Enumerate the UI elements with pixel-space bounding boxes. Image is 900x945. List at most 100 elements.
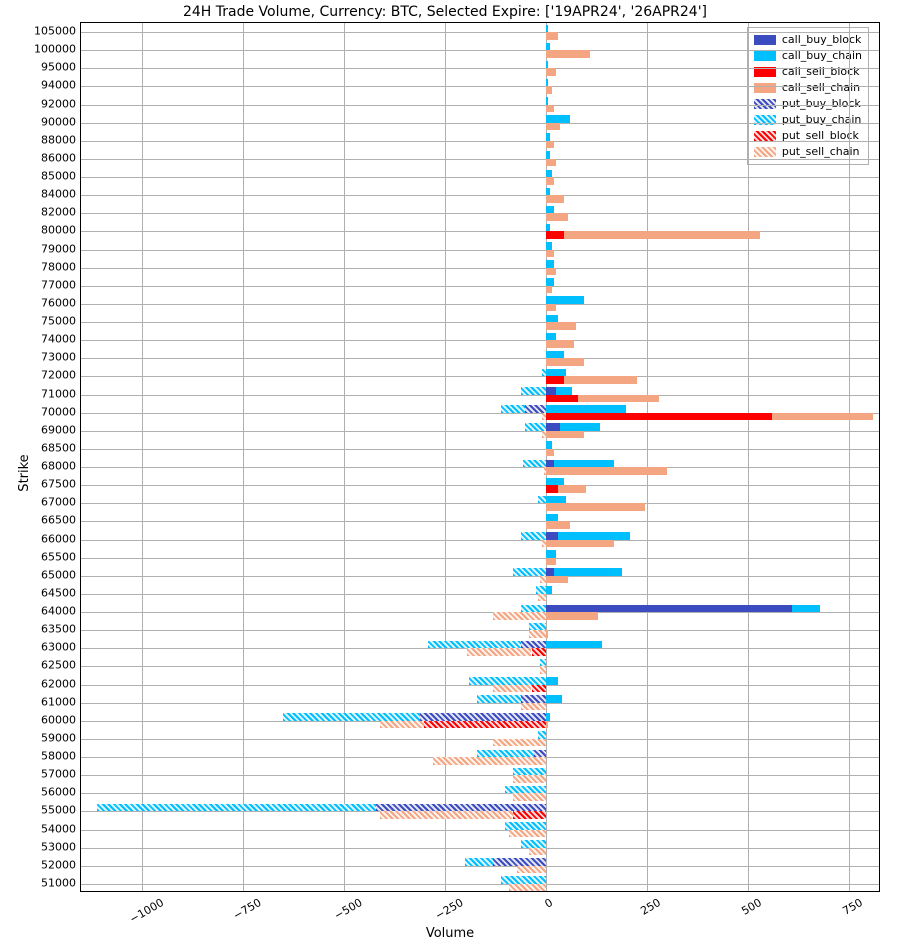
gridline-horizontal: [81, 213, 879, 214]
y-tick-label: 67000: [41, 496, 76, 509]
y-tick-label: 100000: [34, 43, 76, 56]
bar-call_sell_chain: [546, 250, 554, 258]
bar-put_sell_block: [513, 811, 545, 819]
y-tick-label: 72000: [41, 369, 76, 382]
bar-call_buy_chain: [556, 387, 572, 395]
gridline-horizontal: [81, 141, 879, 142]
y-tick-label: 59000: [41, 731, 76, 744]
bar-call_sell_chain: [564, 231, 760, 239]
bar-call_buy_block: [546, 423, 560, 431]
y-tick-label: 67500: [41, 478, 76, 491]
bar-call_buy_chain: [546, 478, 564, 486]
gridline-horizontal: [81, 703, 879, 704]
gridline-vertical: [647, 23, 648, 891]
bar-call_buy_chain: [546, 441, 552, 449]
x-tick-label: 250: [638, 896, 663, 918]
legend-swatch: [754, 131, 776, 141]
bar-call_sell_chain: [546, 449, 554, 457]
bar-call_sell_chain: [546, 50, 590, 58]
bar-put_buy_chain: [521, 387, 545, 395]
gridline-horizontal: [81, 86, 879, 87]
gridline-horizontal: [81, 68, 879, 69]
bar-put_sell_chain: [540, 666, 546, 674]
gridline-horizontal: [81, 322, 879, 323]
gridline-horizontal: [81, 630, 879, 631]
gridline-horizontal: [81, 467, 879, 468]
y-tick-label: 65000: [41, 568, 76, 581]
bar-put_sell_chain: [529, 630, 545, 638]
bar-call_sell_chain: [546, 123, 560, 131]
bar-put_sell_chain: [538, 594, 546, 602]
bar-call_buy_chain: [546, 133, 550, 141]
bar-call_buy_chain: [546, 550, 556, 558]
y-tick-label: 61000: [41, 695, 76, 708]
bar-put_buy_chain: [477, 750, 534, 758]
y-tick-label: 63500: [41, 623, 76, 636]
bar-call_sell_chain: [546, 540, 615, 548]
bar-put_sell_chain: [540, 576, 546, 584]
y-tick-label: 64500: [41, 586, 76, 599]
y-tick-label: 60000: [41, 713, 76, 726]
y-tick-label: 73000: [41, 351, 76, 364]
bar-put_sell_chain: [493, 739, 546, 747]
bar-call_buy_block: [546, 460, 554, 468]
y-tick-label: 68500: [41, 441, 76, 454]
y-tick-label: 51000: [41, 876, 76, 889]
bar-put_buy_block: [521, 695, 545, 703]
y-axis-label: Strike: [17, 454, 32, 491]
bar-call_buy_chain: [546, 641, 603, 649]
bar-call_buy_chain: [546, 61, 548, 69]
bar-put_sell_chain: [493, 685, 531, 693]
bar-call_buy_chain: [546, 315, 558, 323]
gridline-horizontal: [81, 268, 879, 269]
y-tick-label: 78000: [41, 260, 76, 273]
y-tick-label: 55000: [41, 804, 76, 817]
bar-call_sell_chain: [546, 32, 558, 40]
bar-put_buy_chain: [283, 713, 420, 721]
bar-put_buy_block: [493, 858, 546, 866]
legend-item: call_sell_chain: [754, 80, 862, 96]
bar-put_buy_chain: [477, 695, 521, 703]
bar-call_buy_chain: [546, 695, 562, 703]
bar-put_buy_chain: [538, 496, 546, 504]
gridline-horizontal: [81, 286, 879, 287]
bar-call_buy_block: [546, 532, 558, 540]
bar-put_sell_chain: [529, 848, 545, 856]
bar-put_buy_chain: [540, 659, 546, 667]
gridline-horizontal: [81, 195, 879, 196]
gridline-horizontal: [81, 304, 879, 305]
gridline-horizontal: [81, 50, 879, 51]
y-tick-label: 56000: [41, 786, 76, 799]
bar-call_buy_chain: [546, 278, 554, 286]
bar-call_buy_block: [546, 605, 792, 613]
bar-call_sell_chain: [546, 576, 568, 584]
bar-call_sell_chain: [546, 503, 645, 511]
bar-put_buy_chain: [469, 677, 546, 685]
x-tick-label: 0: [542, 896, 555, 911]
y-tick-label: 53000: [41, 840, 76, 853]
bar-call_sell_chain: [772, 413, 873, 421]
bar-call_sell_chain: [564, 376, 637, 384]
bar-put_buy_chain: [513, 568, 545, 576]
y-tick-label: 79000: [41, 242, 76, 255]
gridline-horizontal: [81, 866, 879, 867]
x-tick-label: −250: [433, 896, 466, 922]
bar-call_buy_chain: [792, 605, 820, 613]
bar-put_buy_block: [420, 713, 545, 721]
bar-put_sell_block: [424, 721, 545, 729]
gridline-horizontal: [81, 576, 879, 577]
gridline-horizontal: [81, 685, 879, 686]
bar-call_sell_block: [546, 413, 772, 421]
y-tick-label: 75000: [41, 315, 76, 328]
bar-call_sell_chain: [546, 467, 667, 475]
gridline-vertical: [142, 23, 143, 891]
bar-call_sell_chain: [546, 521, 570, 529]
gridline-horizontal: [81, 105, 879, 106]
gridline-horizontal: [81, 540, 879, 541]
bar-put_sell_chain: [380, 811, 513, 819]
y-tick-label: 58000: [41, 750, 76, 763]
y-tick-label: 54000: [41, 822, 76, 835]
bar-call_buy_chain: [546, 188, 550, 196]
legend-item: put_buy_chain: [754, 112, 862, 128]
bar-put_sell_chain: [542, 540, 546, 548]
